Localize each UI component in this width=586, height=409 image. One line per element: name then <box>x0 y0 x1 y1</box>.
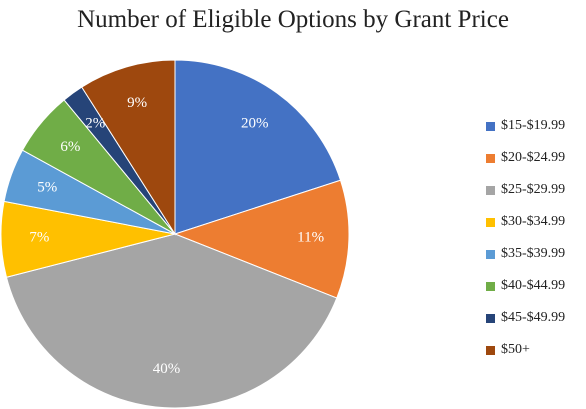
slice-data-label: 5% <box>37 179 57 195</box>
legend-swatch <box>486 281 495 291</box>
legend-swatch <box>486 153 495 163</box>
pie-slice <box>173 179 350 299</box>
legend-item: $25-$29.99 <box>486 180 565 200</box>
legend-label: $45-$49.99 <box>501 310 566 325</box>
pie-slice <box>81 59 176 236</box>
legend-item: $40-$44.99 <box>486 276 565 296</box>
slice-data-label: 40% <box>153 361 181 377</box>
legend-label: $20-$24.99 <box>501 150 566 165</box>
slice-data-label: 9% <box>127 95 147 111</box>
slice-data-label: 11% <box>297 230 324 246</box>
slice-data-label: 2% <box>85 116 105 132</box>
legend-label: $40-$44.99 <box>501 278 566 293</box>
slice-data-label: 6% <box>60 139 80 155</box>
legend-swatch <box>486 313 495 323</box>
legend-item: $50+ <box>486 340 565 360</box>
legend-label: $30-$34.99 <box>501 214 566 229</box>
slice-data-label: 7% <box>29 230 49 246</box>
legend-label: $15-$19.99 <box>501 118 566 133</box>
chart-title: Number of Eligible Options by Grant Pric… <box>77 6 509 33</box>
chart-legend: $15-$19.99 $20-$24.99 $25-$29.99 $30-$34.99… <box>486 116 565 372</box>
legend-swatch <box>486 249 495 259</box>
legend-swatch <box>486 217 495 227</box>
legend-item: $30-$34.99 <box>486 212 565 232</box>
legend-swatch <box>486 345 495 355</box>
legend-label: $35-$39.99 <box>501 246 566 261</box>
legend-item: $20-$24.99 <box>486 148 565 168</box>
legend-label: $25-$29.99 <box>501 182 566 197</box>
legend-swatch <box>486 185 495 195</box>
legend-swatch <box>486 121 495 131</box>
legend-item: $35-$39.99 <box>486 244 565 264</box>
legend-item: $15-$19.99 <box>486 116 565 136</box>
legend-label: $50+ <box>501 342 530 357</box>
pie-data-labels: 20% 11% 40% 7% 5% 6% 2% 9% <box>29 95 324 377</box>
pie-slice <box>174 59 342 235</box>
slice-data-label: 20% <box>241 116 269 132</box>
pie-slices <box>0 59 350 409</box>
legend-item: $45-$49.99 <box>486 308 565 328</box>
pie-slice <box>5 233 338 409</box>
